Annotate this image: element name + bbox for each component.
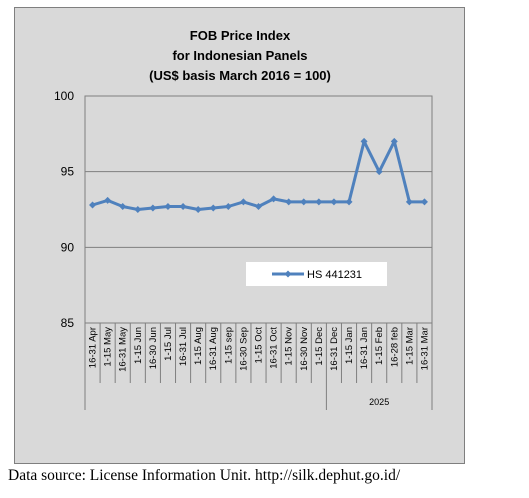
data-point	[405, 198, 413, 206]
data-point	[420, 198, 428, 206]
x-tick-label: 16-31 Dec	[329, 327, 340, 371]
data-point	[375, 168, 383, 176]
x-tick-label: 16-31 Oct	[269, 327, 280, 369]
data-point	[285, 198, 293, 206]
x-tick-label: 16-30 Nov	[299, 327, 310, 371]
x-tick-label: 1-15 sep	[223, 327, 234, 364]
data-point	[300, 198, 308, 206]
y-tick-label: 85	[61, 316, 75, 330]
x-tick-label: 1-15 Jul	[163, 327, 174, 361]
x-tick-label: 16-31 Apr	[88, 327, 99, 368]
x-tick-label: 16-31 May	[118, 327, 129, 372]
series-hs-441231	[89, 137, 428, 213]
x-tick-label: 1-15 Oct	[254, 327, 265, 364]
gridlines	[85, 95, 432, 248]
x-tick-label: 16-30 Jun	[148, 327, 159, 369]
data-point	[134, 206, 142, 213]
data-point	[149, 204, 157, 212]
data-point	[255, 202, 262, 210]
legend-box	[246, 262, 387, 286]
chart-title-line-1: FOB Price Index	[190, 28, 291, 43]
x-tick-label: 16-31 Mar	[419, 327, 430, 370]
x-tick-label: 16-31 Jul	[178, 327, 189, 366]
data-point	[209, 204, 217, 212]
chart-title-line-3: (US$ basis March 2016 = 100)	[149, 68, 331, 83]
x-tick-label: 1-15 Nov	[284, 327, 295, 366]
x-tick-label: 1-15 Jan	[344, 327, 355, 364]
x-tick-label: 16-31 Aug	[208, 327, 219, 370]
y-tick-label: 95	[61, 165, 75, 179]
x-tick-label: 16-28 feb	[389, 327, 400, 367]
data-point	[104, 196, 112, 204]
x-tick-label: 1-15 Feb	[374, 327, 385, 365]
x-tick-label: 1-15 Mar	[404, 327, 415, 365]
data-point	[345, 198, 353, 206]
legend-label: HS 441231	[307, 269, 362, 281]
data-point	[270, 195, 278, 203]
data-point	[89, 201, 97, 209]
data-source-note: Data source: License Information Unit. h…	[8, 467, 401, 484]
x-axis: 16-31 Apr 1-15 May 16-31 May 1-15 Jun 16-30 …	[84, 322, 433, 410]
y-axis-ticks: 100 95 90 85	[54, 89, 74, 330]
legend-marker	[284, 270, 292, 278]
x-tick-label: 1-15 May	[103, 327, 114, 367]
chart-title: FOB Price Index for Indonesian Panels (U…	[149, 28, 331, 83]
data-point	[390, 137, 398, 145]
x-group-label: 2025	[369, 397, 389, 407]
data-point	[330, 198, 338, 206]
x-tick-label: 1-15 Aug	[193, 327, 204, 365]
y-tick-label: 90	[61, 240, 75, 254]
x-tick-label: 16-30 Sep	[238, 327, 249, 371]
x-tick-label: 1-15 Dec	[314, 327, 325, 366]
data-point	[164, 202, 172, 210]
data-point	[360, 137, 368, 145]
data-point	[179, 202, 187, 210]
x-tick-label: 16-31 Jan	[359, 327, 370, 369]
x-tick-label: 1-15 Jun	[133, 327, 144, 364]
chart-title-line-2: for Indonesian Panels	[172, 48, 307, 63]
data-point	[224, 202, 232, 210]
data-point	[239, 198, 247, 206]
data-point	[315, 198, 323, 206]
y-tick-label: 100	[54, 89, 74, 103]
data-point	[194, 206, 202, 213]
data-point	[119, 202, 127, 210]
legend: HS 441231	[246, 262, 387, 286]
